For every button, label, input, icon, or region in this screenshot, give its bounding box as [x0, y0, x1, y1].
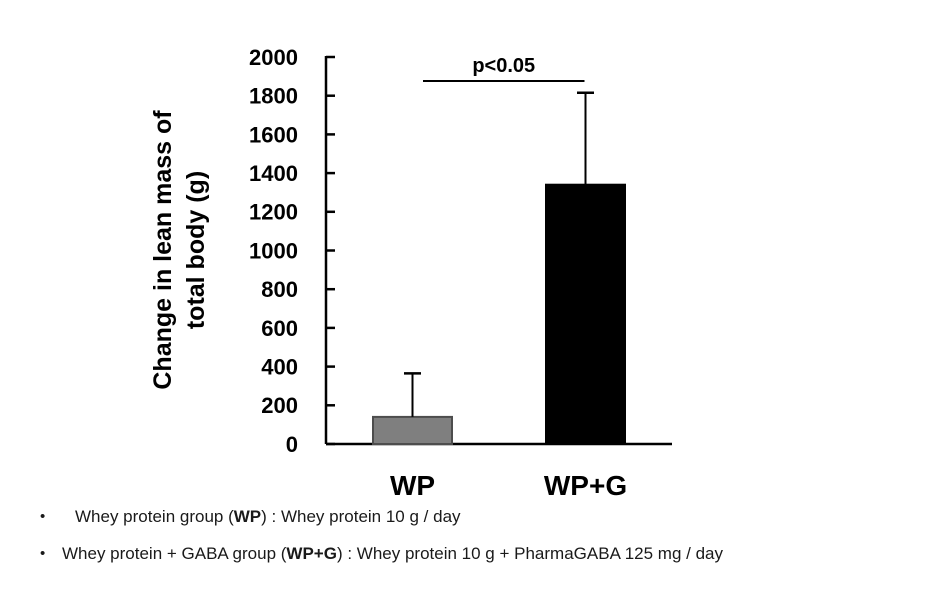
- bar-chart: 0 200 400 600 800 1000 1200 1400 1600 1800 2000 WP W…: [149, 45, 672, 501]
- y-tick-label: 400: [261, 355, 298, 380]
- bullet-text-pre: Whey protein group (: [75, 507, 234, 526]
- bullet-marker: •: [40, 508, 46, 525]
- bullet-marker: •: [40, 545, 46, 562]
- bullet-text-post: ) : Whey protein 10 g / day: [261, 507, 461, 526]
- category-label: WP: [390, 470, 435, 501]
- y-tick-label: 200: [261, 393, 298, 418]
- bar-wp+g: [545, 183, 626, 446]
- y-axis-title: total body (g): [182, 171, 210, 329]
- notes-list: • Whey protein group (WP) : Whey protein…: [40, 506, 920, 580]
- y-axis-title: Change in lean mass of: [149, 110, 177, 390]
- bullet-text-pre: Whey protein + GABA group (: [62, 544, 287, 563]
- significance-label: p<0.05: [472, 55, 535, 77]
- y-tick-label: 0: [286, 432, 298, 457]
- list-item: • Whey protein + GABA group (WP+G) : Whe…: [40, 543, 920, 565]
- y-tick-label: 1600: [249, 122, 298, 147]
- bullet-text: Whey protein + GABA group (WP+G) : Whey …: [62, 543, 723, 565]
- y-tick-label: 1400: [249, 161, 298, 186]
- bullet-text-bold: WP: [233, 507, 262, 526]
- bar-wp: [372, 415, 453, 446]
- bullet-text: Whey protein group (WP) : Whey protein 1…: [62, 506, 461, 528]
- y-tick-label: 2000: [249, 45, 298, 70]
- y-tick-label: 1800: [249, 84, 298, 109]
- y-tick-label: 600: [261, 316, 298, 341]
- list-item: • Whey protein group (WP) : Whey protein…: [40, 506, 920, 528]
- category-label: WP+G: [544, 470, 627, 501]
- y-tick-label: 800: [261, 277, 298, 302]
- y-tick-label: 1000: [249, 238, 298, 263]
- bullet-text-post: ) : Whey protein 10 g + PharmaGABA 125 m…: [336, 544, 723, 563]
- bullet-text-bold: WP+G: [286, 544, 337, 563]
- y-tick-label: 1200: [249, 200, 298, 225]
